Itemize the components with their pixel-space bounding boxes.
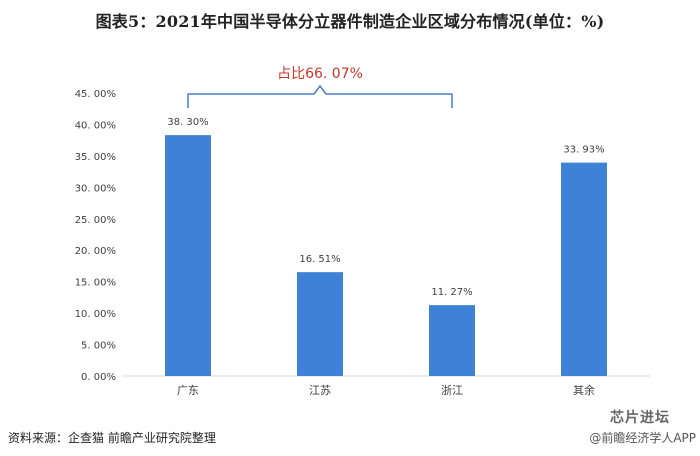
bar-value-label: 16. 51% xyxy=(299,254,340,265)
watermark-text: @前瞻经济学人APP xyxy=(589,431,696,445)
category-label: 浙江 xyxy=(441,384,463,397)
bar-value-label: 33. 93% xyxy=(563,145,604,156)
category-label: 广东 xyxy=(177,384,199,397)
y-tick-label: 20. 00% xyxy=(75,246,116,257)
y-tick-label: 0. 00% xyxy=(81,372,116,383)
bar-value-label: 38. 30% xyxy=(167,117,208,128)
source-note: 资料来源：企查猫 前瞻产业研究院整理 xyxy=(8,431,216,445)
y-tick-label: 25. 00% xyxy=(75,215,116,226)
watermark-badge: 芯片进坛 xyxy=(610,410,670,426)
share-annotation: 占比66. 07% xyxy=(277,66,363,82)
category-label: 江苏 xyxy=(309,384,331,397)
y-tick-label: 40. 00% xyxy=(75,120,116,131)
y-tick-label: 5. 00% xyxy=(81,341,116,352)
y-tick-label: 10. 00% xyxy=(75,309,116,320)
bracket xyxy=(187,85,453,108)
category-label: 其余 xyxy=(573,383,595,397)
chart-title: 图表5：2021年中国半导体分立器件制造企业区域分布情况(单位：%) xyxy=(95,12,605,31)
bar-2 xyxy=(297,272,343,376)
y-tick-label: 15. 00% xyxy=(75,278,116,289)
bar-1 xyxy=(165,135,211,376)
bar-4 xyxy=(561,162,607,376)
y-tick-label: 45. 00% xyxy=(75,89,116,100)
bar-3 xyxy=(429,305,475,376)
y-tick-label: 35. 00% xyxy=(75,152,116,163)
bar-value-label: 11. 27% xyxy=(431,287,472,298)
y-tick-label: 30. 00% xyxy=(75,183,116,194)
